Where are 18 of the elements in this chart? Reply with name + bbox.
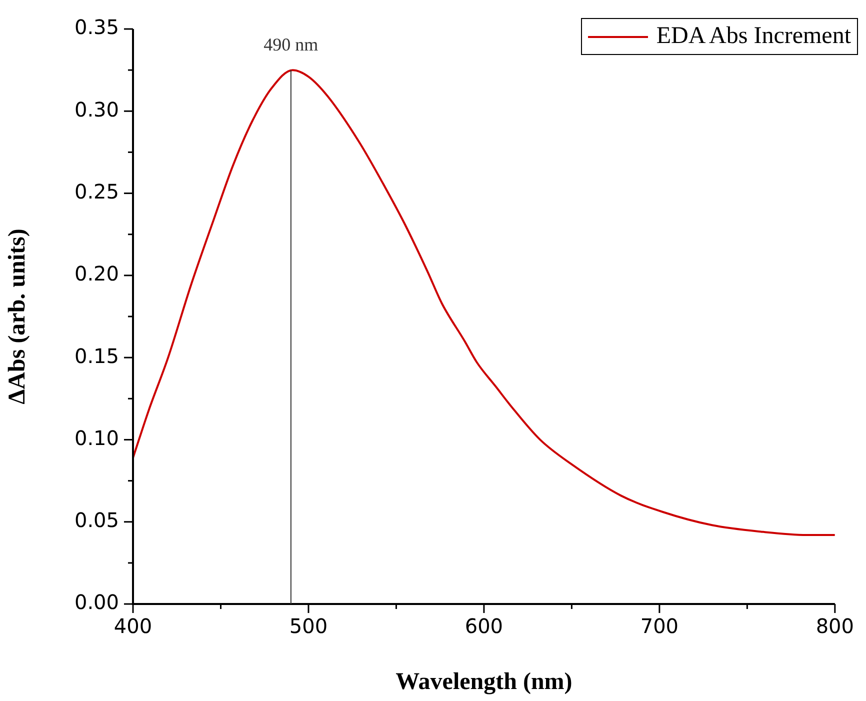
x-tick-label: 500 xyxy=(289,614,328,638)
ref-line-label: 490 nm xyxy=(264,34,318,55)
y-tick-label: 0.05 xyxy=(74,508,119,532)
y-tick-label: 0.25 xyxy=(74,179,119,204)
y-tick-label: 0.10 xyxy=(74,426,119,450)
line-series xyxy=(133,69,835,536)
legend-label: EDA Abs Increment xyxy=(656,23,851,50)
x-tick-label: 800 xyxy=(816,614,854,638)
x-axis-title: Wavelength (nm) xyxy=(396,668,572,695)
y-axis-title: ΔAbs (arb. units) xyxy=(4,228,31,404)
x-tick-label: 700 xyxy=(640,614,679,638)
x-tick-label: 600 xyxy=(464,614,504,638)
x-tick-label: 400 xyxy=(114,614,152,638)
y-tick-label: 0.20 xyxy=(74,262,119,286)
y-tick-label: 0.00 xyxy=(74,590,119,614)
y-tick-label: 0.30 xyxy=(74,97,119,122)
y-tick-label: 0.35 xyxy=(74,15,119,40)
y-tick-label: 0.15 xyxy=(74,344,119,368)
